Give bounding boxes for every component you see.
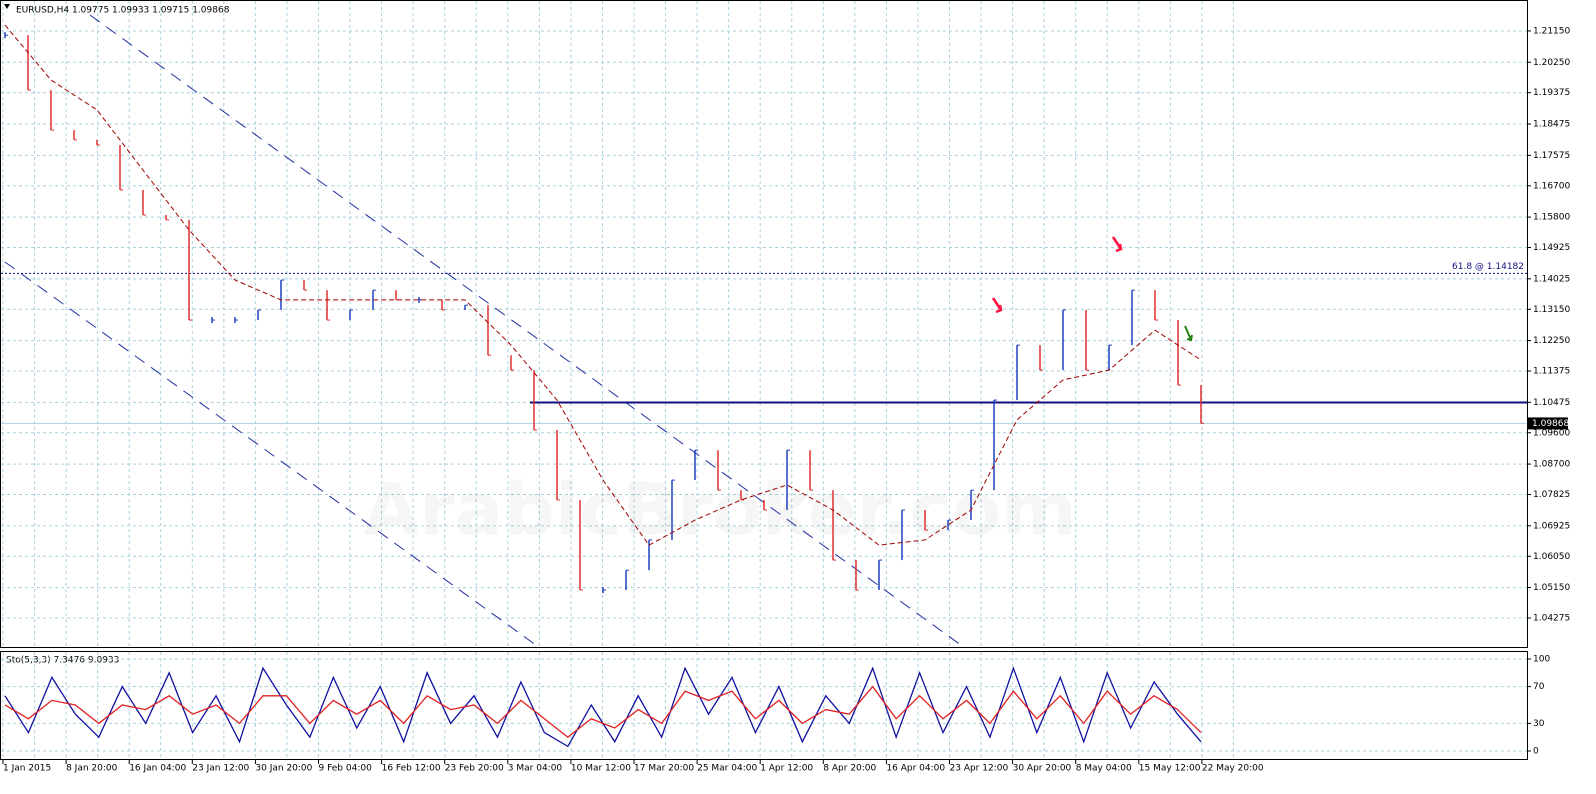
y-tick-label: 1.06925 (1533, 521, 1570, 531)
last-price-box (1528, 417, 1568, 430)
x-tick-label: 1 Jan 2015 (3, 764, 51, 774)
stoch-tick-label: 0 (1533, 746, 1539, 756)
y-tick-label: 1.18475 (1533, 120, 1570, 130)
watermark: ArabicBroker.com (363, 468, 1076, 552)
y-tick-label: 1.19375 (1533, 88, 1570, 98)
arrow (991, 297, 1003, 314)
stoch-line (4, 685, 1202, 739)
y-tick-label: 1.17575 (1533, 151, 1570, 161)
arrow (1111, 236, 1123, 253)
channel-line (4, 261, 541, 649)
y-tick-label: 1.04275 (1533, 614, 1570, 624)
main-panel (0, 0, 1528, 648)
x-tick-label: 25 Mar 04:00 (697, 764, 757, 774)
y-tick-label: 1.10475 (1533, 398, 1570, 408)
arrow (1184, 325, 1193, 342)
y-tick-label: 1.14025 (1533, 274, 1570, 284)
y-tick-label: 1.05150 (1533, 583, 1570, 593)
x-tick-label: 10 Mar 12:00 (571, 764, 631, 774)
x-tick-label: 17 Mar 20:00 (634, 764, 694, 774)
y-tick-label: 1.11375 (1533, 367, 1570, 377)
y-tick-label: 1.16700 (1533, 181, 1570, 191)
y-tick-label: 1.07825 (1533, 490, 1570, 500)
y-tick-label: 1.21150 (1533, 26, 1570, 36)
x-tick-label: 16 Feb 12:00 (382, 764, 441, 774)
menu-icon (4, 4, 10, 9)
stoch-tick-label: 100 (1533, 654, 1550, 664)
chart-title: EURUSD,H4 1.09775 1.09933 1.09715 1.0986… (16, 6, 230, 16)
moving-average (4, 24, 1202, 546)
x-tick-label: 8 Jan 20:00 (66, 764, 118, 774)
fib-label: 61.8 @ 1.14182 (1452, 262, 1524, 272)
x-tick-label: 15 May 12:00 (1139, 764, 1201, 774)
x-tick-label: 23 Apr 12:00 (950, 764, 1009, 774)
x-tick-label: 23 Jan 12:00 (192, 764, 249, 774)
x-tick-label: 30 Jan 20:00 (255, 764, 312, 774)
y-tick-label: 1.12250 (1533, 336, 1570, 346)
x-tick-label: 1 Apr 12:00 (760, 764, 813, 774)
x-tick-label: 9 Feb 04:00 (319, 764, 373, 774)
stoch-title: Sto(5,3,3) 7.3476 9.0933 (6, 656, 119, 666)
stoch-tick-label: 70 (1533, 682, 1545, 692)
x-tick-label: 16 Jan 04:00 (129, 764, 186, 774)
last-price-label: 1.09868 (1532, 419, 1569, 429)
y-tick-label: 1.14925 (1533, 243, 1570, 253)
x-tick-label: 22 May 20:00 (1202, 764, 1264, 774)
y-tick-label: 1.09600 (1533, 428, 1570, 438)
y-tick-label: 1.20250 (1533, 58, 1570, 68)
x-tick-label: 8 May 04:00 (1076, 764, 1132, 774)
y-tick-label: 1.15800 (1533, 213, 1570, 223)
x-tick-label: 16 Apr 04:00 (886, 764, 945, 774)
y-tick-label: 1.08700 (1533, 460, 1570, 470)
stoch-tick-label: 30 (1533, 719, 1545, 729)
x-tick-label: 30 Apr 20:00 (1013, 764, 1072, 774)
stoch-panel (0, 651, 1528, 760)
y-tick-label: 1.13150 (1533, 305, 1570, 315)
x-tick-label: 3 Mar 04:00 (508, 764, 563, 774)
x-tick-label: 23 Feb 20:00 (445, 764, 504, 774)
y-tick-label: 1.06050 (1533, 552, 1570, 562)
x-tick-label: 8 Apr 20:00 (823, 764, 876, 774)
